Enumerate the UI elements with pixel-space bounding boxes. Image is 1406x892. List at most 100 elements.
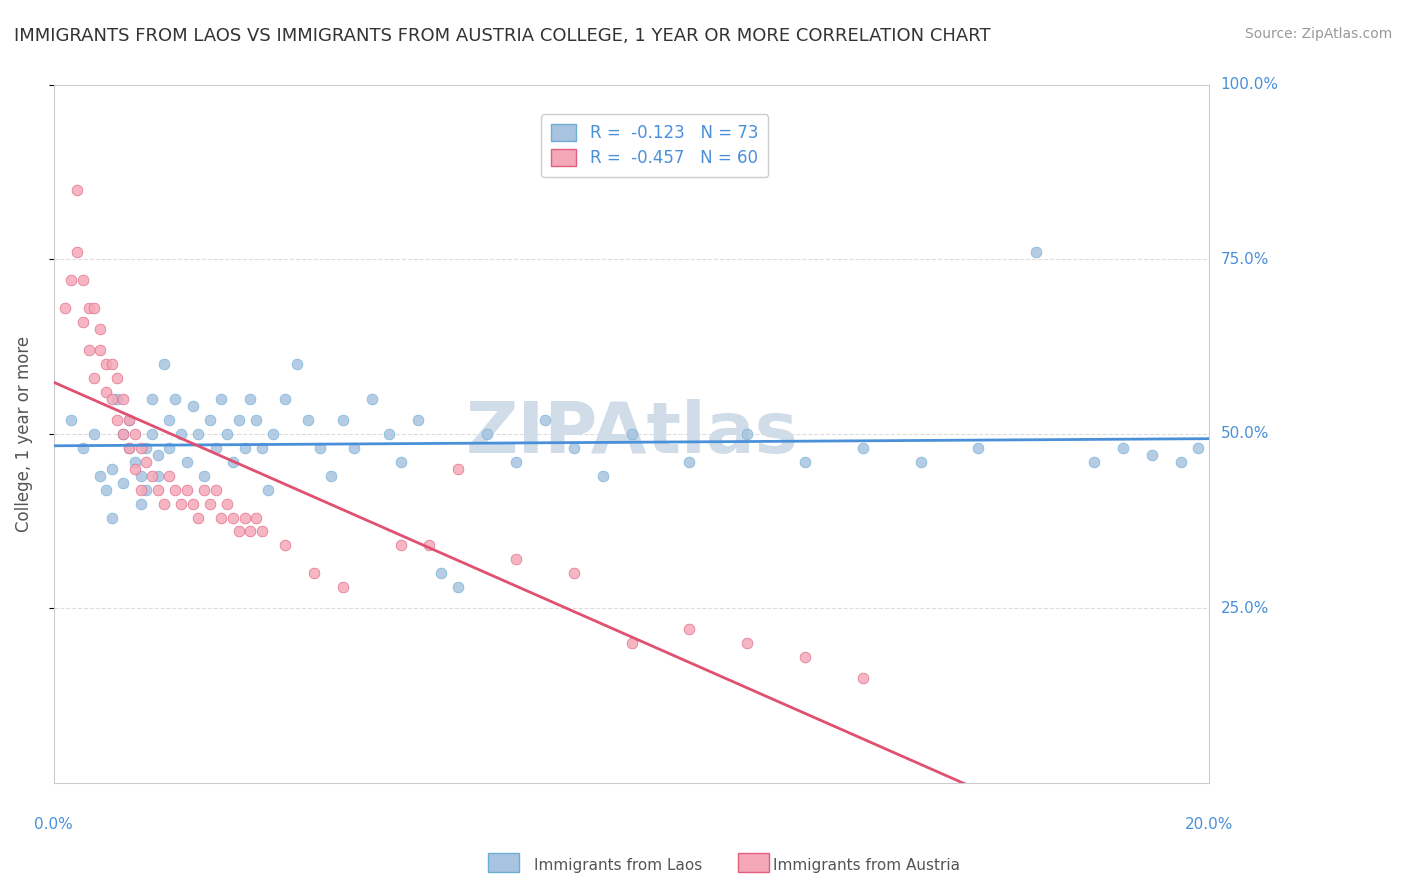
Point xyxy=(112,426,135,441)
Point xyxy=(89,468,111,483)
Point xyxy=(620,636,643,650)
Text: 25.0%: 25.0% xyxy=(1220,600,1268,615)
Text: 100.0%: 100.0% xyxy=(1220,78,1278,93)
Point xyxy=(124,461,146,475)
Point xyxy=(735,426,758,441)
Point xyxy=(118,413,141,427)
Point xyxy=(193,483,215,497)
Point xyxy=(475,426,498,441)
Point xyxy=(794,455,817,469)
Point xyxy=(72,273,94,287)
Point xyxy=(124,455,146,469)
Point xyxy=(245,510,267,524)
Point xyxy=(124,426,146,441)
Point xyxy=(176,455,198,469)
Point xyxy=(1025,245,1047,260)
Point xyxy=(112,475,135,490)
Point xyxy=(105,371,128,385)
Point xyxy=(250,441,273,455)
Point xyxy=(118,441,141,455)
Point xyxy=(77,343,100,357)
Point xyxy=(187,510,209,524)
Point xyxy=(176,483,198,497)
Point xyxy=(129,483,152,497)
Point xyxy=(447,580,470,594)
Point xyxy=(321,468,343,483)
Point xyxy=(204,441,226,455)
Text: Immigrants from Austria: Immigrants from Austria xyxy=(773,858,960,872)
Point xyxy=(406,413,429,427)
Text: 20.0%: 20.0% xyxy=(1185,817,1233,832)
Legend: R =  -0.123   N = 73, R =  -0.457   N = 60: R = -0.123 N = 73, R = -0.457 N = 60 xyxy=(541,114,768,178)
Point xyxy=(256,483,278,497)
Point xyxy=(100,392,122,406)
Point xyxy=(297,413,319,427)
Text: 50.0%: 50.0% xyxy=(1220,426,1268,442)
Point xyxy=(852,671,875,685)
Point xyxy=(118,413,141,427)
Point xyxy=(1112,441,1135,455)
Text: 0.0%: 0.0% xyxy=(35,817,73,832)
Point xyxy=(152,357,174,371)
Point xyxy=(135,483,157,497)
Point xyxy=(794,650,817,665)
Point xyxy=(146,483,169,497)
Point xyxy=(135,455,157,469)
Point xyxy=(112,426,135,441)
Point xyxy=(187,426,209,441)
Point xyxy=(222,455,245,469)
Point xyxy=(100,357,122,371)
Point xyxy=(233,510,256,524)
Point xyxy=(360,392,382,406)
Point xyxy=(193,468,215,483)
Point xyxy=(250,524,273,539)
Text: ZIPAtlas: ZIPAtlas xyxy=(465,400,799,468)
Point xyxy=(157,413,180,427)
Point xyxy=(89,322,111,336)
Point xyxy=(343,441,366,455)
Text: 75.0%: 75.0% xyxy=(1220,252,1268,267)
Point xyxy=(274,538,297,552)
Point xyxy=(505,552,527,566)
Text: Source: ZipAtlas.com: Source: ZipAtlas.com xyxy=(1244,27,1392,41)
Point xyxy=(129,497,152,511)
Point xyxy=(198,413,221,427)
Point xyxy=(262,426,284,441)
Point xyxy=(152,497,174,511)
Point xyxy=(228,524,250,539)
Point xyxy=(209,392,232,406)
Point xyxy=(60,273,83,287)
Point xyxy=(332,580,354,594)
Point xyxy=(1187,441,1209,455)
Point xyxy=(967,441,990,455)
Point xyxy=(332,413,354,427)
Point xyxy=(170,497,193,511)
Point xyxy=(146,448,169,462)
Point xyxy=(118,441,141,455)
Point xyxy=(100,510,122,524)
Point xyxy=(245,413,267,427)
Point xyxy=(100,461,122,475)
Point xyxy=(389,538,412,552)
Point xyxy=(141,392,163,406)
Point xyxy=(228,413,250,427)
Point xyxy=(217,426,239,441)
Point xyxy=(83,371,105,385)
Point xyxy=(83,301,105,316)
Point xyxy=(852,441,875,455)
Point xyxy=(165,392,187,406)
Text: Immigrants from Laos: Immigrants from Laos xyxy=(534,858,703,872)
Point xyxy=(141,426,163,441)
Point xyxy=(165,483,187,497)
Point xyxy=(55,301,77,316)
Point xyxy=(592,468,614,483)
Point xyxy=(129,468,152,483)
Point xyxy=(678,622,700,636)
Point xyxy=(157,441,180,455)
Point xyxy=(620,426,643,441)
Point xyxy=(233,441,256,455)
Point xyxy=(239,524,262,539)
Point xyxy=(735,636,758,650)
Point xyxy=(302,566,325,581)
Point xyxy=(157,468,180,483)
